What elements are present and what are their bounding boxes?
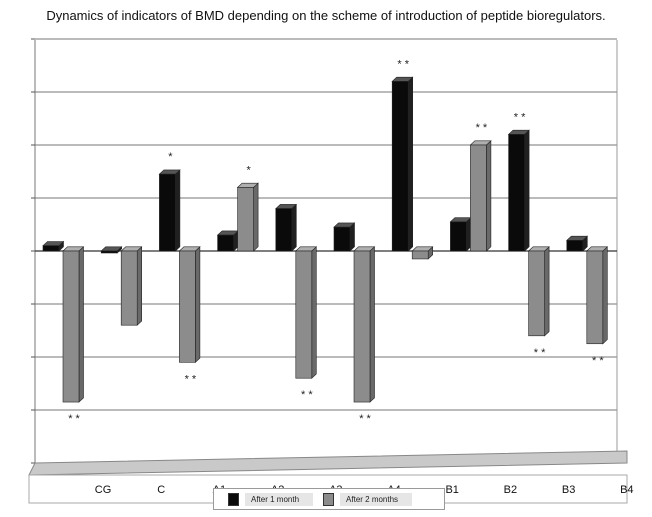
bar-1-B3	[507, 129, 530, 252]
bar-2-A3	[295, 246, 318, 379]
bar-2-A4	[353, 246, 376, 403]
bar-2-B3	[527, 246, 550, 337]
bar-1-B2	[449, 216, 472, 252]
x-tick-label: B1	[445, 484, 458, 496]
chart-title: Dynamics of indicators of BMD depending …	[46, 8, 606, 23]
bar-front	[411, 250, 429, 260]
legend-label-series-1: After 1 month	[245, 492, 314, 506]
bar-1-A4	[333, 222, 356, 252]
legend-swatch-series-2	[323, 492, 335, 506]
bar-1-A2	[216, 230, 239, 252]
significance-mark: * *	[359, 413, 371, 425]
bar-2-A1	[178, 246, 201, 363]
bar-front	[275, 208, 293, 252]
bar-1-CG	[42, 240, 65, 252]
bar-1-B1	[391, 76, 414, 252]
bar-front	[470, 144, 487, 252]
x-tick-label: CG	[95, 484, 112, 496]
bar-front	[295, 250, 313, 379]
significance-mark: *	[168, 151, 173, 163]
significance-mark: * *	[185, 373, 197, 385]
legend-item-series-2: After 2 months	[323, 492, 413, 506]
bar-front	[159, 173, 176, 252]
legend: After 1 month After 2 months	[213, 488, 445, 510]
bar-side	[253, 182, 259, 252]
significance-mark: * *	[476, 122, 488, 134]
bar-1-A1	[158, 169, 181, 252]
bar-side	[175, 169, 181, 252]
significance-mark: * *	[397, 58, 409, 70]
bar-side	[544, 246, 550, 337]
x-tick-label: B4	[620, 484, 633, 496]
significance-mark: *	[246, 164, 251, 176]
bar-side	[311, 246, 317, 379]
x-tick-label: B3	[562, 484, 575, 496]
bar-front	[450, 221, 467, 252]
bar-side	[195, 246, 201, 363]
bar-side	[136, 246, 142, 326]
x-tick-label: B2	[504, 484, 517, 496]
bar-front	[333, 226, 351, 252]
legend-swatch-series-1	[228, 492, 239, 506]
bar-2-A2	[236, 182, 259, 252]
x-tick-label: C	[157, 484, 165, 496]
bar-2-CG	[62, 246, 85, 403]
bar-side	[524, 129, 530, 252]
significance-mark: * *	[514, 111, 526, 123]
bar-side	[291, 203, 297, 252]
plot-floor	[28, 450, 628, 476]
bar-2-B1	[411, 246, 434, 260]
bar-2-B4	[586, 246, 609, 345]
bar-front	[566, 240, 584, 252]
significance-mark: * *	[68, 413, 80, 425]
bar-side	[407, 76, 414, 252]
bar-side	[602, 246, 608, 345]
bars	[42, 76, 609, 403]
bar-side	[78, 246, 84, 403]
bar-side	[486, 140, 492, 252]
bar-1-B4	[566, 235, 589, 252]
bar-front	[586, 250, 604, 345]
bar-2-B2	[469, 140, 492, 252]
bar-1-A3	[275, 203, 298, 252]
legend-item-series-1: After 1 month	[228, 492, 314, 506]
significance-mark: * *	[592, 355, 604, 367]
bar-side	[369, 246, 375, 403]
bar-front	[353, 250, 371, 403]
bar-front	[62, 250, 80, 403]
bar-front	[120, 250, 138, 326]
bar-front	[391, 81, 409, 252]
legend-label-series-2: After 2 months	[340, 492, 413, 506]
significance-mark: * *	[301, 389, 313, 401]
bar-front	[217, 234, 234, 252]
bar-front	[100, 250, 118, 254]
bar-front	[528, 250, 545, 337]
bar-front	[237, 187, 254, 252]
significance-mark: * *	[534, 347, 546, 359]
bar-front	[42, 245, 60, 252]
bar-side	[349, 222, 355, 252]
bar-2-C	[120, 246, 143, 326]
bar-1-C	[100, 246, 123, 254]
bar-front	[508, 134, 525, 252]
bar-front	[179, 250, 196, 363]
